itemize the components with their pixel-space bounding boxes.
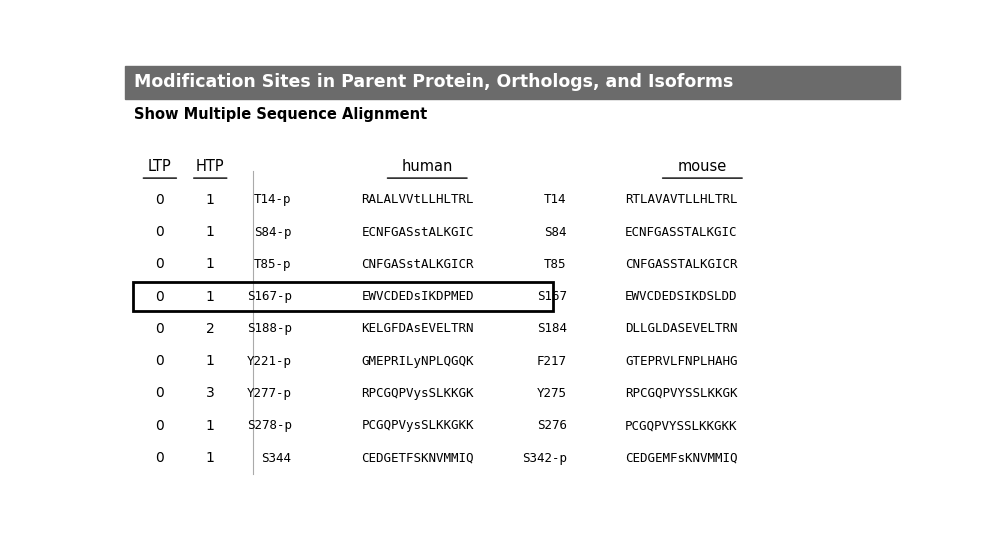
Text: CNFGASstALKGICR: CNFGASstALKGICR [361, 258, 474, 271]
Text: S342-p: S342-p [522, 452, 567, 464]
Text: human: human [402, 159, 453, 174]
Text: S344: S344 [262, 452, 292, 464]
Text: T85-p: T85-p [254, 258, 292, 271]
Text: 1: 1 [206, 451, 215, 465]
Text: T14-p: T14-p [254, 193, 292, 206]
Text: S188-p: S188-p [247, 322, 292, 335]
Text: mouse: mouse [678, 159, 727, 174]
Text: RALALVVtLLHLTRL: RALALVVtLLHLTRL [361, 193, 474, 206]
Text: EWVCDEDsIKDPMED: EWVCDEDsIKDPMED [361, 290, 474, 303]
Text: GTEPRVLFNPLHAHG: GTEPRVLFNPLHAHG [625, 354, 737, 368]
Text: ECNFGASSTALKGIC: ECNFGASSTALKGIC [625, 225, 737, 238]
Text: 0: 0 [156, 193, 164, 207]
Text: S184: S184 [537, 322, 567, 335]
Text: 1: 1 [206, 193, 215, 207]
Text: 0: 0 [156, 289, 164, 304]
Text: 0: 0 [156, 387, 164, 400]
Text: PCGQPVysSLKKGKK: PCGQPVysSLKKGKK [361, 419, 474, 432]
Text: 0: 0 [156, 322, 164, 336]
Text: 1: 1 [206, 257, 215, 271]
FancyBboxPatch shape [125, 66, 900, 100]
Text: CEDGETFSKNVMMIQ: CEDGETFSKNVMMIQ [361, 452, 474, 464]
Text: Show Multiple Sequence Alignment: Show Multiple Sequence Alignment [134, 107, 428, 121]
Text: CEDGEMFsKNVMMIQ: CEDGEMFsKNVMMIQ [625, 452, 737, 464]
Text: PCGQPVYSSLKKGKK: PCGQPVYSSLKKGKK [625, 419, 737, 432]
Text: CNFGASSTALKGICR: CNFGASSTALKGICR [625, 258, 737, 271]
Text: T85: T85 [544, 258, 567, 271]
Text: 0: 0 [156, 354, 164, 368]
Text: KELGFDAsEVELTRN: KELGFDAsEVELTRN [361, 322, 474, 335]
Text: 1: 1 [206, 354, 215, 368]
Text: S276: S276 [537, 419, 567, 432]
Text: S167: S167 [537, 290, 567, 303]
Text: RPCGQPVysSLKKGK: RPCGQPVysSLKKGK [361, 387, 474, 400]
Text: HTP: HTP [196, 159, 225, 174]
Text: RPCGQPVYSSLKKGK: RPCGQPVYSSLKKGK [625, 387, 737, 400]
Text: 3: 3 [206, 387, 215, 400]
Text: T14: T14 [544, 193, 567, 206]
Text: 0: 0 [156, 451, 164, 465]
Text: Y221-p: Y221-p [247, 354, 292, 368]
Text: ECNFGASstALKGIC: ECNFGASstALKGIC [361, 225, 474, 238]
Text: EWVCDEDSIKDSLDD: EWVCDEDSIKDSLDD [625, 290, 737, 303]
Text: 0: 0 [156, 419, 164, 433]
Text: Y275: Y275 [537, 387, 567, 400]
Text: LTP: LTP [148, 159, 172, 174]
Text: 0: 0 [156, 257, 164, 271]
Text: 1: 1 [206, 419, 215, 433]
Text: GMEPRILyNPLQGQK: GMEPRILyNPLQGQK [361, 354, 474, 368]
Text: S84: S84 [544, 225, 567, 238]
Text: S84-p: S84-p [254, 225, 292, 238]
Text: S167-p: S167-p [247, 290, 292, 303]
Text: 0: 0 [156, 225, 164, 239]
Text: DLLGLDASEVELTRN: DLLGLDASEVELTRN [625, 322, 737, 335]
Text: RTLAVAVTLLHLTRL: RTLAVAVTLLHLTRL [625, 193, 737, 206]
Text: 2: 2 [206, 322, 215, 336]
Text: Y277-p: Y277-p [247, 387, 292, 400]
Text: Modification Sites in Parent Protein, Orthologs, and Isoforms: Modification Sites in Parent Protein, Or… [134, 73, 734, 91]
Text: S278-p: S278-p [247, 419, 292, 432]
Text: 1: 1 [206, 225, 215, 239]
Text: F217: F217 [537, 354, 567, 368]
Text: 1: 1 [206, 289, 215, 304]
